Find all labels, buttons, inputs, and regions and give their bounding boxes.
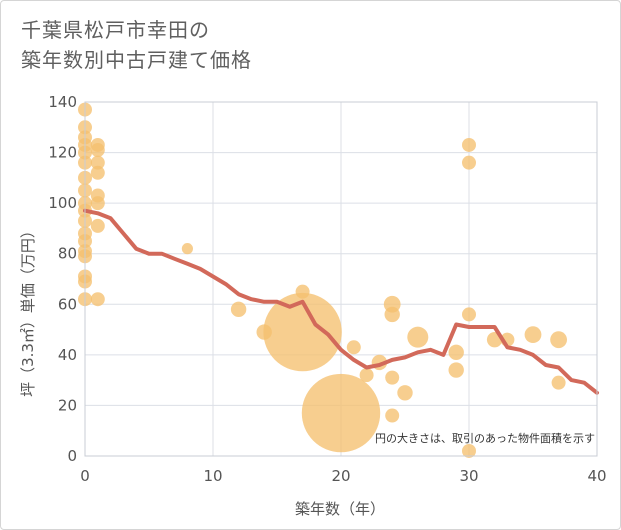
data-bubble: [462, 137, 476, 152]
y-tick-label: 140: [48, 93, 77, 111]
bubble-layer: [78, 102, 567, 458]
chart-title: 千葉県松戸市幸田の 築年数別中古戸建て価格: [21, 15, 252, 75]
data-bubble: [90, 143, 105, 158]
y-tick-label: 100: [48, 194, 77, 212]
data-bubble: [181, 243, 193, 255]
data-bubble: [550, 331, 567, 349]
data-bubble: [448, 344, 464, 361]
trend-layer: [83, 208, 599, 395]
data-bubble: [346, 340, 361, 355]
data-bubble: [90, 196, 105, 211]
data-bubble: [551, 375, 566, 390]
y-tick-label: 80: [58, 245, 77, 263]
chart-title-line-1: 千葉県松戸市幸田の: [21, 18, 210, 42]
x-tick-label: 40: [587, 467, 606, 485]
data-bubble: [385, 370, 400, 385]
data-bubble: [230, 301, 247, 318]
y-tick-label: 0: [67, 447, 77, 465]
x-tick-label: 0: [80, 467, 90, 485]
tick-layer: 0 10 20 30 40 0 20 40 60 80 100 120 140: [48, 93, 606, 485]
y-tick-label: 20: [58, 396, 77, 414]
data-bubble: [385, 408, 400, 423]
y-tick-label: 60: [58, 295, 77, 313]
y-tick-label: 120: [48, 144, 77, 162]
data-bubble: [524, 326, 542, 344]
data-bubble: [263, 292, 342, 372]
data-bubble: [90, 155, 105, 170]
data-bubble: [301, 373, 381, 453]
data-bubble: [448, 362, 464, 378]
data-bubble: [407, 326, 429, 348]
x-tick-label: 30: [459, 467, 478, 485]
plot-frame: [84, 101, 598, 457]
chart-title-line-2: 築年数別中古戸建て価格: [21, 48, 252, 72]
data-bubble: [90, 165, 105, 180]
y-tick-label: 40: [58, 346, 77, 364]
x-tick-label: 20: [331, 467, 350, 485]
frame-layer: [84, 101, 598, 457]
data-bubble: [90, 218, 105, 233]
y-axis-title: 坪（3.3㎡）単価（万円）: [19, 223, 37, 397]
data-bubble: [384, 306, 400, 323]
x-axis-title: 築年数（年）: [295, 500, 385, 518]
data-bubble: [462, 307, 476, 322]
data-bubble: [397, 385, 413, 401]
data-bubble: [359, 368, 374, 383]
x-tick-label: 10: [203, 467, 222, 485]
data-bubble: [90, 292, 105, 307]
size-note: 円の大きさは、取引のあった物件面積を示す: [375, 431, 595, 445]
data-bubble: [462, 155, 476, 170]
trend-line: [83, 208, 599, 395]
data-bubble: [462, 443, 476, 458]
